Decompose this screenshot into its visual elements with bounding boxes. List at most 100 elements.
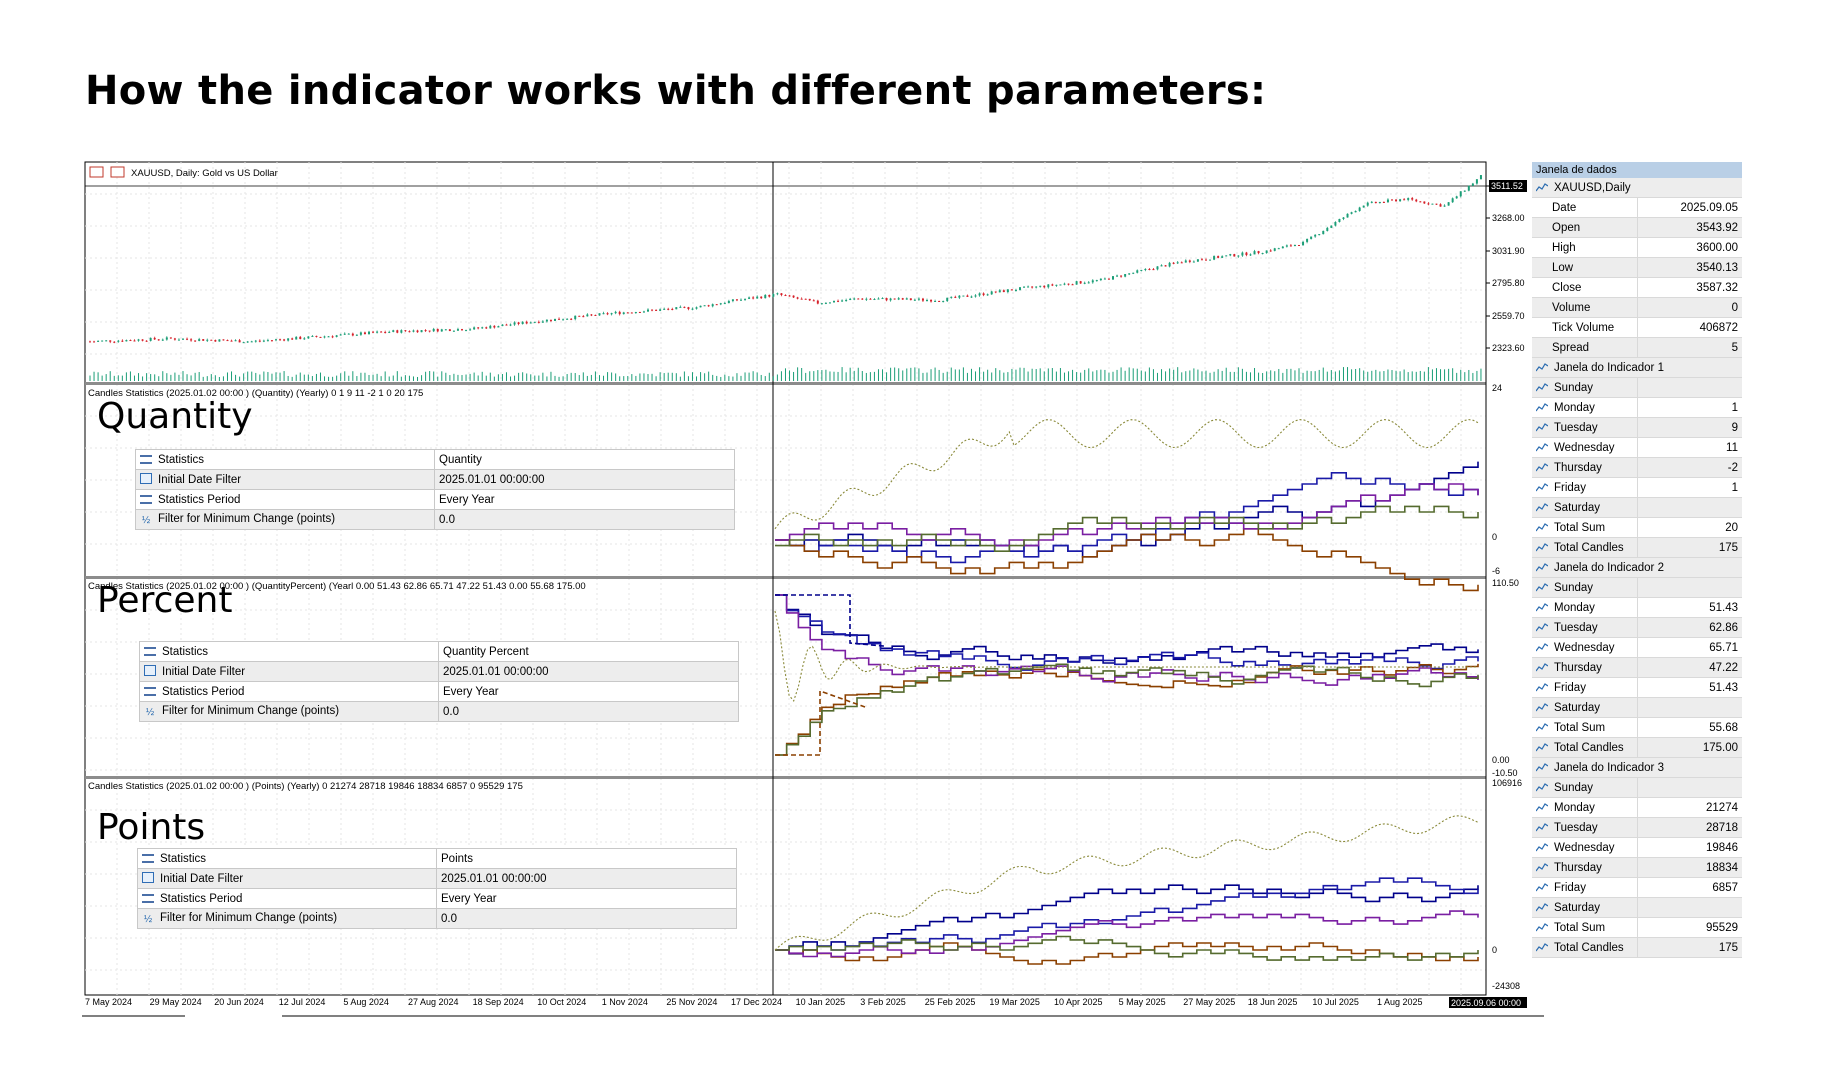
volume-bar [445, 372, 447, 381]
parameter-row[interactable]: ½ Filter for Minimum Change (points) 0.0 [139, 701, 739, 722]
pane-separator[interactable] [85, 776, 1486, 779]
volume-bar [950, 367, 952, 381]
indicator-key-label: Friday [1554, 482, 1586, 494]
candle-body [303, 338, 306, 340]
indicator-key: Tuesday [1532, 818, 1638, 837]
candle-body [1298, 244, 1300, 246]
series-monday-line [775, 910, 1479, 958]
parameter-value[interactable]: Every Year [434, 489, 735, 510]
indicator-line-icon [1536, 663, 1548, 672]
candle-body [513, 322, 516, 325]
parameter-value[interactable]: 0.0 [438, 701, 739, 722]
pane-separator[interactable] [85, 576, 1486, 579]
volume-bar [1055, 371, 1057, 381]
indicator-row: Friday 6857 [1532, 878, 1742, 898]
chart-grid-icon[interactable] [89, 166, 104, 178]
chart-bars-icon[interactable] [110, 166, 125, 178]
volume-bar [1286, 368, 1288, 381]
series-thursday-line [775, 663, 1479, 756]
volume-bar [283, 371, 285, 381]
candle-body [1124, 274, 1127, 277]
parameter-row[interactable]: Statistics Period Every Year [139, 681, 739, 702]
candle-body [481, 327, 484, 329]
volume-bar [1201, 371, 1203, 381]
volume-bar [1468, 369, 1470, 381]
candle-body [857, 298, 860, 300]
volume-bar [105, 374, 107, 381]
candle-body [1229, 254, 1232, 256]
candle-body [161, 339, 164, 341]
parameter-row[interactable]: Statistics Period Every Year [137, 888, 737, 909]
parameter-row[interactable]: ½ Filter for Minimum Change (points) 0.0 [135, 509, 735, 530]
volume-bar [631, 374, 633, 381]
candle-body [1265, 250, 1268, 254]
volume-bar [1411, 371, 1413, 381]
parameter-value[interactable]: Quantity [434, 449, 735, 470]
candle-body [926, 300, 928, 302]
volume-bar [578, 375, 580, 381]
price-axis-label: 2559.70 [1492, 311, 1525, 321]
parameter-value[interactable]: Every Year [438, 681, 739, 702]
current-price-box [1489, 180, 1527, 192]
candle-body [1241, 252, 1244, 256]
indicator-group-label: Janela do Indicador 1 [1554, 362, 1664, 374]
volume-bar [1011, 368, 1013, 381]
indicator-row: Friday 51.43 [1532, 678, 1742, 698]
candle-body [234, 340, 237, 342]
parameter-row[interactable]: Initial Date Filter 2025.01.01 00:00:00 [135, 469, 735, 490]
candle-body [1358, 207, 1361, 211]
volume-bar [1440, 369, 1442, 381]
parameter-value[interactable]: 0.0 [434, 509, 735, 530]
candle-body [578, 315, 581, 317]
parameter-row[interactable]: Initial Date Filter 2025.01.01 00:00:00 [139, 661, 739, 682]
pane-separator[interactable] [85, 382, 1486, 385]
parameter-name-cell: Initial Date Filter [137, 868, 437, 889]
volume-bar [574, 373, 576, 381]
volume-bar [1047, 368, 1049, 381]
parameter-value[interactable]: 2025.01.01 00:00:00 [438, 661, 739, 682]
volume-bar [319, 372, 321, 381]
pane-title: Points [97, 807, 206, 848]
series-friday-line [775, 663, 1479, 756]
indicator-key: Saturday [1532, 898, 1638, 917]
volume-bar [1407, 372, 1409, 381]
volume-bar [845, 372, 847, 381]
candle-body [606, 313, 609, 315]
parameter-value[interactable]: 2025.01.01 00:00:00 [436, 868, 737, 889]
parameter-value[interactable]: Points [436, 848, 737, 869]
candle-body [1374, 201, 1377, 204]
parameter-row[interactable]: ½ Filter for Minimum Change (points) 0.0 [137, 908, 737, 929]
candle-body [1196, 259, 1199, 262]
candle-body [748, 297, 751, 299]
candle-body [885, 298, 888, 301]
indicator-key-label: Sunday [1554, 382, 1594, 394]
candle-body [1103, 278, 1106, 280]
candle-body [602, 313, 605, 315]
pane3-axis-bottom: -24308 [1492, 981, 1520, 991]
volume-bar [724, 374, 726, 381]
volume-bar [1330, 370, 1332, 381]
indicator-key-label: Total Sum [1554, 922, 1606, 934]
parameter-row[interactable]: Initial Date Filter 2025.01.01 00:00:00 [137, 868, 737, 889]
parameter-value[interactable]: Quantity Percent [438, 641, 739, 662]
candle-body [153, 337, 156, 340]
parameter-value[interactable]: 0.0 [436, 908, 737, 929]
candle-body [1087, 282, 1090, 284]
candle-body [226, 340, 229, 342]
volume-bar [1031, 368, 1033, 381]
candle-body [404, 330, 407, 332]
candle-body [436, 328, 439, 332]
time-axis-label: 27 Aug 2024 [408, 997, 459, 1007]
candle-body [408, 331, 411, 333]
parameter-row[interactable]: Statistics Points [137, 848, 737, 869]
candle-body [558, 318, 561, 320]
candle-body [1310, 236, 1313, 239]
indicator-line-icon [1536, 523, 1548, 532]
parameter-row[interactable]: Statistics Period Every Year [135, 489, 735, 510]
parameter-value[interactable]: Every Year [436, 888, 737, 909]
candle-body [250, 341, 253, 343]
parameter-value[interactable]: 2025.01.01 00:00:00 [434, 469, 735, 490]
candle-body [962, 295, 965, 297]
parameter-row[interactable]: Statistics Quantity Percent [139, 641, 739, 662]
parameter-row[interactable]: Statistics Quantity [135, 449, 735, 470]
